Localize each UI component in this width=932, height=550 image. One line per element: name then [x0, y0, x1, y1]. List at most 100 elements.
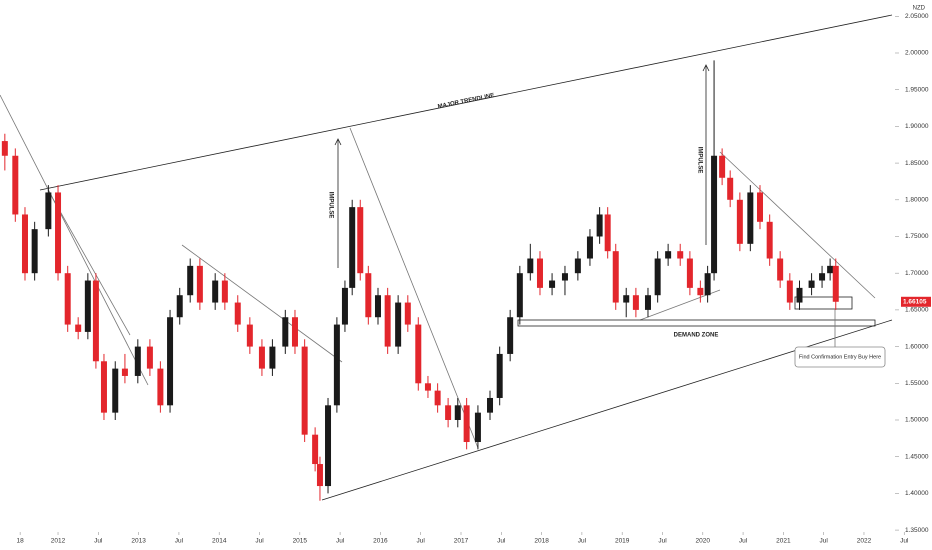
x-tick-label: 2017 — [454, 538, 469, 545]
candle-body — [349, 207, 356, 288]
candle-body — [786, 280, 793, 303]
candle-body — [623, 295, 630, 303]
candle-body — [134, 346, 141, 376]
candle-body — [747, 192, 754, 244]
y-tick-label: 2.00000 — [905, 50, 929, 57]
candle-body — [84, 280, 91, 332]
candle-body — [586, 236, 593, 259]
candle-body — [777, 258, 784, 281]
candle-body — [291, 317, 298, 347]
candle-body — [121, 368, 128, 376]
candle-body — [1, 141, 8, 156]
x-tick-label: Jul — [658, 538, 667, 545]
annotation: IMPULSE — [327, 192, 333, 219]
candle-body — [454, 405, 461, 420]
candle-body — [157, 368, 164, 406]
candle-body — [365, 273, 372, 318]
candle-body — [234, 302, 241, 325]
candle-body — [176, 295, 183, 318]
candle-body — [665, 251, 672, 259]
candle-body — [516, 273, 523, 318]
x-tick-label: 18 — [17, 538, 25, 545]
x-tick-label: 2015 — [293, 538, 308, 545]
candle-body — [301, 346, 308, 435]
y-tick-label: 1.35000 — [905, 527, 929, 534]
trendline — [719, 151, 876, 299]
y-tick-label: 1.50000 — [905, 417, 929, 424]
candle-body — [167, 317, 174, 406]
x-tick-label: Jul — [255, 538, 264, 545]
candle-body — [677, 251, 684, 259]
y-tick-label: 1.95000 — [905, 86, 929, 93]
x-tick-label: Jul — [336, 538, 345, 545]
candle-body — [31, 229, 38, 274]
candle-body — [269, 346, 276, 369]
candle-body — [612, 251, 619, 303]
candle-body — [316, 464, 323, 487]
candle-body — [819, 273, 826, 281]
candle-body — [574, 258, 581, 274]
candle-body — [561, 273, 568, 281]
x-tick-label: Jul — [739, 538, 748, 545]
candle-body — [549, 280, 556, 288]
candle-body — [246, 324, 253, 347]
y-tick-label: 1.85000 — [905, 160, 929, 167]
candle-body — [487, 397, 494, 413]
candle-body — [21, 214, 28, 274]
candle-body — [45, 192, 52, 230]
x-tick-label: 2016 — [373, 538, 388, 545]
candle-body — [100, 361, 107, 413]
candle-body — [404, 302, 411, 325]
candle-body — [146, 346, 153, 369]
last-price-label: 1.66105 — [903, 299, 927, 306]
candle-body — [374, 295, 381, 318]
candle-body — [757, 192, 764, 222]
x-tick-label: Jul — [820, 538, 829, 545]
candle-body — [395, 302, 402, 347]
candle-body — [424, 383, 431, 391]
candle-body — [654, 258, 661, 296]
candle-body — [325, 405, 332, 487]
y-tick-label: 1.40000 — [905, 490, 929, 497]
candle-body — [357, 207, 364, 274]
y-tick-label: 1.65000 — [905, 307, 929, 314]
currency: NZD — [913, 6, 926, 12]
candle-body — [632, 295, 639, 310]
candle-body — [258, 346, 265, 369]
trendline — [349, 127, 479, 449]
annotation: DEMAND ZONE — [674, 333, 719, 339]
candle-body — [312, 434, 319, 465]
candle-body — [536, 258, 543, 288]
candle-body — [445, 405, 452, 420]
entry-box — [794, 296, 853, 310]
candle-body — [527, 258, 534, 274]
x-tick-label: Jul — [94, 538, 103, 545]
x-tick-label: Jul — [497, 538, 506, 545]
y-tick-label: 1.45000 — [905, 453, 929, 460]
y-tick-label: 1.70000 — [905, 270, 929, 277]
candle-body — [463, 405, 470, 443]
candle-body — [832, 265, 839, 302]
candle-body — [704, 273, 711, 296]
y-tick-label: 2.05000 — [905, 13, 929, 20]
y-tick-label: 1.90000 — [905, 123, 929, 130]
candle-body — [112, 368, 119, 413]
y-tick-label: 1.55000 — [905, 380, 929, 387]
candle-body — [796, 287, 803, 303]
annotation: Find Confirmation Entry Buy Here — [799, 354, 881, 360]
candle-body — [12, 155, 19, 215]
x-tick-label: 2020 — [696, 538, 711, 545]
x-tick-label: 2018 — [534, 538, 549, 545]
y-tick-label: 1.60000 — [905, 343, 929, 350]
candle-body — [474, 412, 481, 443]
x-tick-label: 2019 — [615, 538, 630, 545]
x-tick-label: Jul — [900, 538, 909, 545]
candle-body — [496, 353, 503, 398]
candle-body — [187, 265, 194, 296]
x-tick-label: Jul — [417, 538, 426, 545]
trendline — [181, 244, 343, 363]
candle-body — [221, 280, 228, 303]
x-tick-label: 2022 — [857, 538, 872, 545]
